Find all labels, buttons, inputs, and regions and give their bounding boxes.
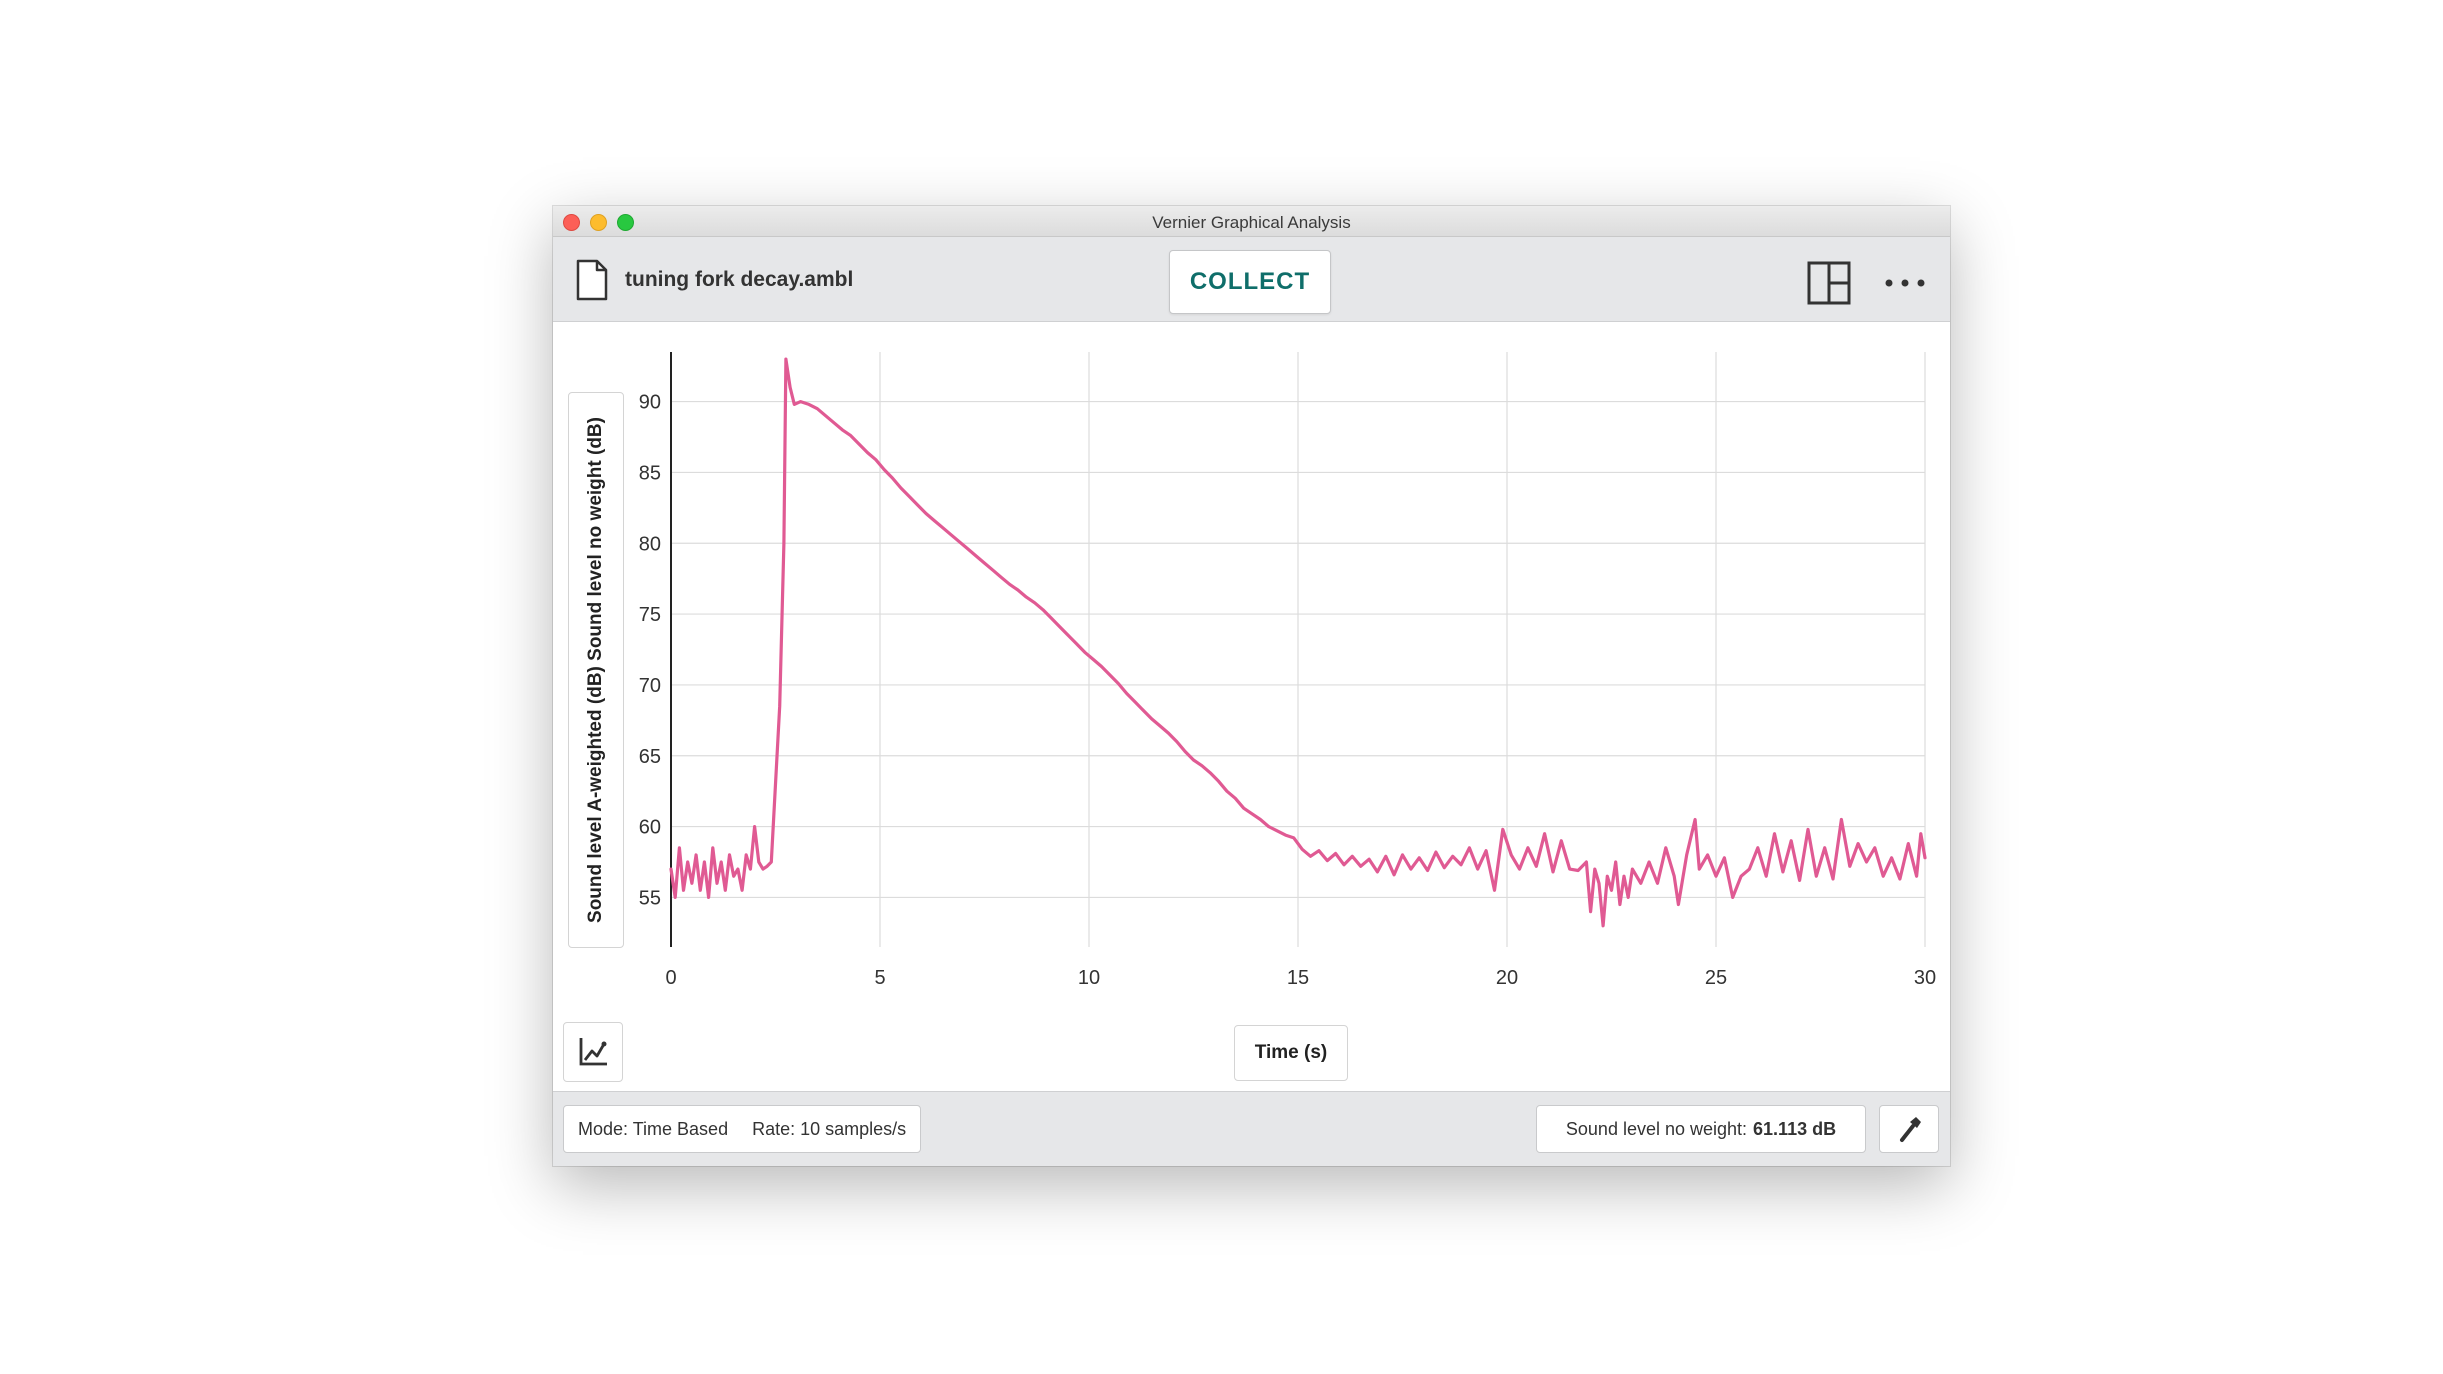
x-tick-label: 20: [1496, 967, 1518, 989]
window-title: Vernier Graphical Analysis: [1152, 213, 1351, 232]
app-window: Vernier Graphical Analysis tuning fork d…: [553, 206, 1950, 1166]
y-tick-label: 80: [639, 533, 661, 555]
collect-button[interactable]: COLLECT: [1169, 250, 1331, 314]
x-tick-label: 5: [874, 967, 885, 989]
close-window-button[interactable]: [563, 214, 580, 231]
x-axis-label-button[interactable]: Time (s): [1234, 1025, 1348, 1081]
series-line: [669, 357, 1927, 928]
file-name[interactable]: tuning fork decay.ambl: [625, 268, 854, 291]
toolbar: tuning fork decay.ambl COLLECT: [553, 237, 1950, 322]
wrench-icon: [1900, 1117, 1921, 1142]
zoom-window-button[interactable]: [617, 214, 634, 231]
rate-label: Rate: 10 samples/s: [752, 1118, 907, 1139]
x-tick-label: 15: [1287, 967, 1309, 989]
graph-tools-icon: [579, 1038, 607, 1066]
data-collection-settings-button[interactable]: Mode: Time Based Rate: 10 samples/s: [563, 1105, 922, 1153]
y-tick-label: 70: [639, 675, 661, 697]
x-tick-label: 25: [1705, 967, 1727, 989]
y-axis-label: Sound level A-weighted (dB) Sound level …: [585, 417, 606, 923]
y-tick-label: 85: [639, 462, 661, 484]
document-icon[interactable]: [575, 259, 609, 301]
sensor-meter[interactable]: Sound level no weight: 61.113 dB: [1536, 1105, 1866, 1153]
page-layout-icon[interactable]: [1807, 261, 1851, 305]
x-tick-label: 10: [1078, 967, 1100, 989]
meter-value: 61.113 dB: [1753, 1118, 1837, 1139]
sound-level-graph[interactable]: 0 5 10 15 20 25 30 55 60 65 70 75 80 85 90: [553, 322, 1950, 1090]
x-tick-label: 30: [1914, 967, 1936, 989]
y-tick-label: 55: [639, 887, 661, 909]
y-tick-label: 65: [639, 746, 661, 768]
sensor-settings-button[interactable]: [1879, 1105, 1939, 1153]
y-axis-label-button[interactable]: Sound level A-weighted (dB) Sound level …: [568, 392, 624, 948]
y-tick-label: 60: [639, 817, 661, 839]
more-options-icon[interactable]: [1883, 273, 1931, 293]
mode-label: Mode: Time Based: [578, 1118, 729, 1139]
meter-label: Sound level no weight:: [1565, 1118, 1748, 1139]
y-tick-label: 75: [639, 604, 661, 626]
minimize-window-button[interactable]: [590, 214, 607, 231]
title-bar: Vernier Graphical Analysis: [553, 206, 1950, 237]
x-tick-label: 0: [665, 967, 676, 989]
status-bar: Mode: Time Based Rate: 10 samples/s Soun…: [553, 1091, 1950, 1166]
graph-tools-button[interactable]: [563, 1022, 623, 1082]
graph-area: 0 5 10 15 20 25 30 55 60 65 70 75 80 85 90 Sound level…: [553, 322, 1950, 1090]
y-tick-label: 90: [639, 392, 661, 414]
